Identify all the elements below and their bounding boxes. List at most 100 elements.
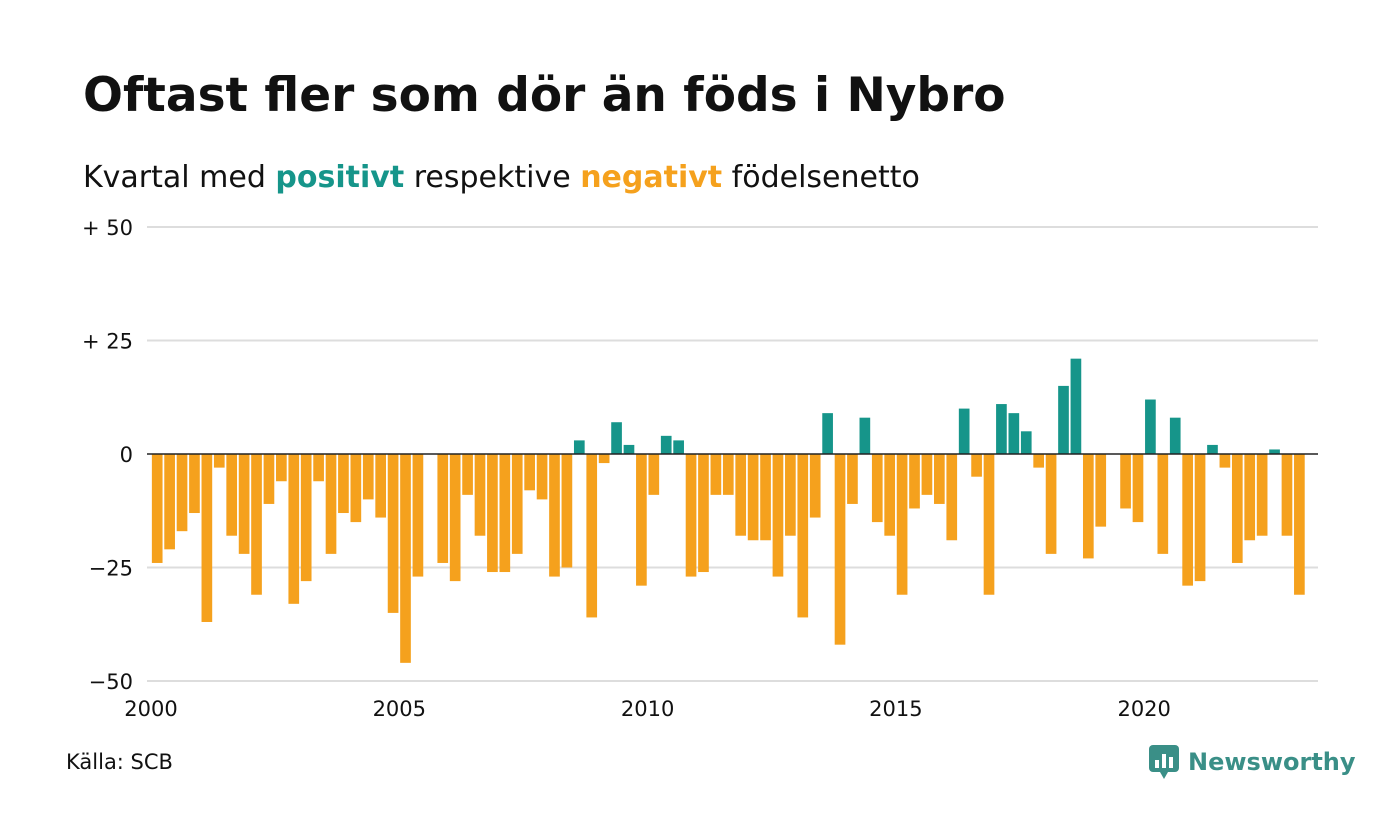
bar-negative [313, 454, 324, 482]
source-note: Källa: SCB [66, 750, 173, 774]
bar-positive [1169, 417, 1181, 454]
bar-negative [263, 454, 275, 504]
brand-logo: Newsworthy [1148, 742, 1356, 782]
bar-negative [1281, 454, 1293, 536]
x-tick-label: 2000 [124, 697, 177, 721]
bar-negative [871, 454, 883, 523]
bar-negative [536, 454, 548, 500]
bar-negative [735, 454, 747, 536]
bar-negative [909, 454, 920, 509]
bar-negative [648, 454, 660, 495]
subtitle-negative-word: negativt [580, 160, 723, 195]
bar-negative [685, 454, 697, 577]
bar-negative [449, 454, 461, 582]
bar-negative [1082, 454, 1094, 559]
bar-positive [623, 444, 635, 454]
subtitle-prefix: Kvartal med [83, 160, 276, 195]
bar-negative [809, 454, 821, 518]
bar-positive [1008, 413, 1020, 454]
bar-positive [1070, 358, 1082, 454]
bar-negative [238, 454, 250, 554]
bar-negative [1244, 454, 1256, 541]
bar-negative [276, 454, 287, 482]
bar-positive [673, 440, 684, 454]
bar-negative [375, 454, 387, 518]
bar-negative [896, 454, 908, 595]
bar-negative [636, 454, 647, 586]
bar-negative [710, 454, 722, 495]
bar-negative [1182, 454, 1193, 586]
bar-negative [151, 454, 163, 563]
bar-negative [1033, 454, 1045, 468]
bar-positive [1145, 399, 1156, 454]
subtitle-suffix: födelsenetto [722, 160, 920, 195]
y-tick-label: −25 [89, 557, 133, 581]
bar-positive [573, 440, 585, 454]
subtitle-positive-word: positivt [275, 160, 405, 195]
newsworthy-logo-icon [1149, 745, 1179, 779]
bar-negative [598, 454, 610, 464]
bar-negative [760, 454, 771, 541]
bar-negative [1194, 454, 1206, 582]
bar-negative [213, 454, 225, 468]
bar-negative [164, 454, 175, 550]
bar-negative [499, 454, 511, 573]
bar-negative [350, 454, 362, 523]
y-tick-label: + 25 [82, 330, 133, 354]
y-tick-label: 0 [120, 443, 133, 467]
bar-negative [300, 454, 312, 582]
bar-positive [958, 408, 970, 454]
y-tick-label: + 50 [82, 216, 133, 240]
chart-subtitle: Kvartal med positivt respektive negativt… [83, 160, 920, 195]
bar-negative [1294, 454, 1305, 595]
x-tick-label: 2010 [621, 697, 674, 721]
bar-negative [797, 454, 809, 618]
bar-negative [785, 454, 796, 536]
bar-positive [611, 422, 622, 454]
bar-negative [946, 454, 958, 541]
bar-negative [1045, 454, 1057, 554]
x-tick-label: 2020 [1117, 697, 1170, 721]
bar-negative [338, 454, 349, 514]
y-axis-ticks: + 50 + 25 0 −25 −50 [82, 216, 133, 694]
bar-negative [487, 454, 498, 573]
bar-negative [412, 454, 424, 577]
bar-negative [1095, 454, 1107, 527]
bar-positive [660, 435, 672, 454]
bar-positive [1207, 444, 1218, 454]
bar-negative [474, 454, 486, 536]
bar-negative [325, 454, 337, 554]
x-tick-label: 2005 [373, 697, 426, 721]
bar-negative [462, 454, 473, 495]
bar-negative [288, 454, 300, 604]
bar-negative [437, 454, 449, 563]
bar-negative [834, 454, 846, 645]
bar-negative [201, 454, 213, 622]
bar-negative [524, 454, 535, 491]
bar-negative [1256, 454, 1268, 536]
bar-negative [176, 454, 188, 532]
grid-lines [147, 226, 1318, 682]
y-tick-label: −50 [89, 670, 133, 694]
bar-negative [362, 454, 374, 500]
bar-negative [884, 454, 896, 536]
bars [151, 358, 1305, 663]
bar-positive [1020, 431, 1032, 454]
bar-negative [847, 454, 858, 504]
bar-negative [189, 454, 200, 514]
bar-negative [251, 454, 262, 595]
bar-negative [1231, 454, 1243, 563]
bar-negative [586, 454, 598, 618]
bar-negative [400, 454, 411, 663]
brand-name: Newsworthy [1188, 748, 1356, 776]
bar-positive [859, 417, 871, 454]
bar-negative [772, 454, 784, 577]
bar-positive [1269, 449, 1280, 454]
bar-positive [996, 404, 1007, 454]
bar-negative [698, 454, 709, 573]
bar-negative [722, 454, 734, 495]
bar-positive [822, 413, 833, 454]
bar-negative [1132, 454, 1144, 523]
bar-negative [387, 454, 399, 613]
